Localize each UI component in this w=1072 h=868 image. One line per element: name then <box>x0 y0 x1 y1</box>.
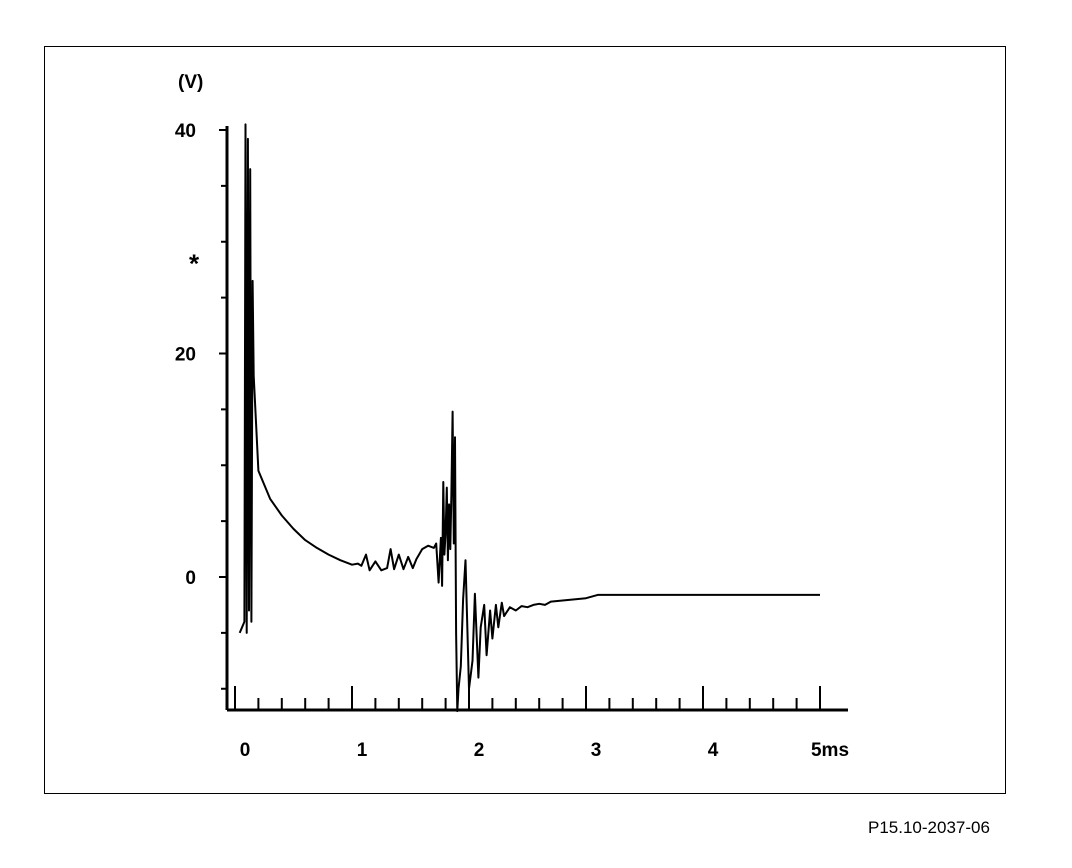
x-tick-label: 4 <box>708 740 719 761</box>
x-tick-label: 3 <box>591 740 602 761</box>
ticks <box>219 129 821 710</box>
y-tick-label: 40 <box>175 121 196 142</box>
y-tick-label: 20 <box>175 345 196 366</box>
figure-frame <box>44 46 1006 794</box>
figure-id: P15.10-2037-06 <box>868 818 990 837</box>
x-tick-label: 5ms <box>811 740 849 761</box>
axes <box>225 126 848 712</box>
y-axis-unit-label: (V) <box>178 72 203 93</box>
y-tick-label: 0 <box>185 568 196 589</box>
voltage-trace-line <box>238 123 820 713</box>
y-axis-marker: * <box>189 249 200 279</box>
series <box>238 123 820 713</box>
x-tick-label: 0 <box>240 740 251 761</box>
x-tick-label: 2 <box>474 740 485 761</box>
tick-labels: 0 1 2 3 4 5ms 40 20 0 (V) * <box>175 72 849 761</box>
x-tick-label: 1 <box>357 740 368 761</box>
